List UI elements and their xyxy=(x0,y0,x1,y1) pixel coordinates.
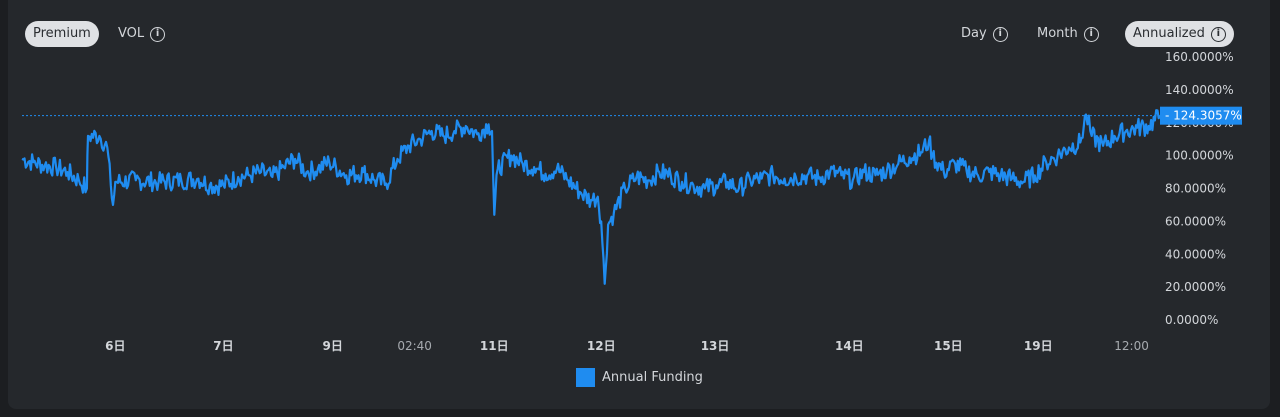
info-icon: i xyxy=(992,26,1008,42)
y-tick-label: 100.0000% xyxy=(1165,149,1234,163)
x-tick-label: 9日 xyxy=(322,339,342,353)
x-tick-label: 6日 xyxy=(105,339,125,353)
x-tick-label: 13日 xyxy=(701,339,730,353)
x-tick-label: 02:40 xyxy=(397,339,432,353)
current-value-badge xyxy=(1160,106,1242,125)
y-tick-label: 60.0000% xyxy=(1165,214,1226,228)
vol-toggle[interactable]: VOL i xyxy=(110,21,173,47)
premium-label: Premium xyxy=(33,26,91,41)
plot-area: - 124.3057% xyxy=(21,106,1242,285)
series-line-annual-funding xyxy=(21,109,1161,285)
day-toggle[interactable]: Day i xyxy=(953,21,1016,47)
y-tick-label: 20.0000% xyxy=(1165,280,1226,294)
x-tick-label: 14日 xyxy=(835,339,864,353)
y-tick-label: 40.0000% xyxy=(1165,247,1226,261)
y-tick-label: 160.0000% xyxy=(1165,50,1234,64)
y-tick-label: 80.0000% xyxy=(1165,182,1226,196)
x-tick-label: 12:00 xyxy=(1114,339,1149,353)
annualized-toggle[interactable]: Annualized i xyxy=(1125,21,1234,47)
legend-label: Annual Funding xyxy=(602,370,703,385)
info-icon: i xyxy=(1083,26,1099,42)
x-tick-label: 19日 xyxy=(1024,339,1053,353)
annualized-label: Annualized xyxy=(1133,26,1205,41)
y-tick-label: 120.0000% xyxy=(1165,116,1234,130)
x-tick-label: 15日 xyxy=(934,339,963,353)
x-tick-label: 12日 xyxy=(587,339,616,353)
x-tick-label: 7日 xyxy=(213,339,233,353)
day-label: Day xyxy=(961,26,987,41)
x-tick-label: 11日 xyxy=(480,339,509,353)
current-value-label: - 124.3057% xyxy=(1165,109,1242,123)
funding-chart: 0.0000% 20.0000% 40.0000% 60.0000% 80.0000% 1… xyxy=(21,50,1242,353)
y-tick-label: 0.0000% xyxy=(1165,313,1218,327)
info-icon: i xyxy=(1210,26,1226,42)
premium-toggle[interactable]: Premium xyxy=(25,21,99,47)
month-toggle[interactable]: Month i xyxy=(1029,21,1107,47)
chart-panel: Premium VOL i Day i Month i Annualized i… xyxy=(8,0,1270,409)
legend-swatch xyxy=(576,368,595,387)
x-axis: 6日 7日 9日 02:40 11日 12日 13日 14日 15日 19日 12:00 xyxy=(105,339,1149,353)
vol-label: VOL xyxy=(118,26,145,41)
y-axis: 0.0000% 20.0000% 40.0000% 60.0000% 80.0000% 1… xyxy=(1165,50,1234,327)
info-icon: i xyxy=(150,26,166,42)
month-label: Month xyxy=(1037,26,1078,41)
y-tick-label: 140.0000% xyxy=(1165,83,1234,97)
legend[interactable]: Annual Funding xyxy=(576,368,703,387)
